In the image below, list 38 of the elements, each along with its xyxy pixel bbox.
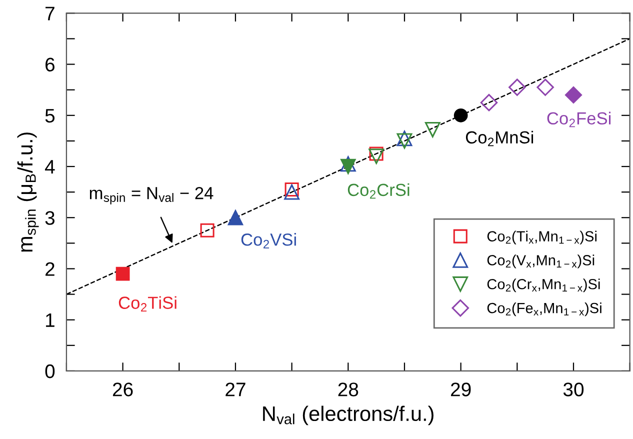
y-tick-label: 5 — [45, 109, 55, 123]
y-tick-label: 2 — [46, 262, 54, 276]
y-tick-label: 4 — [44, 160, 55, 174]
point — [536, 78, 554, 96]
x-tick-label: 28 — [338, 382, 358, 396]
y-tick-label: 3 — [45, 211, 54, 225]
point — [368, 148, 384, 164]
x-tick-label: 26 — [112, 382, 133, 396]
point — [564, 86, 582, 104]
series-label: Co$_{2}$FeSi — [547, 112, 611, 128]
point — [284, 182, 299, 197]
series-label: Co$_{2}$CrSi — [348, 183, 410, 199]
legend-label: Co$_{2}$(V$_{x}$,Mn$_{1−x}$)Si — [487, 254, 594, 268]
point — [116, 266, 130, 281]
point — [284, 184, 300, 200]
legend-label: Co$_{2}$(Ti$_{x}$,Mn$_{1−x}$)Si — [487, 230, 596, 244]
y-tick-label: 6 — [46, 58, 54, 72]
annotation: m$_{spin}$ = N$_{val}$ − 24 — [90, 186, 214, 204]
point — [424, 122, 440, 138]
x-axis-title: N$_{val}$ (electrons/f.u.) — [263, 406, 434, 426]
point — [480, 94, 498, 112]
series-label: Co$_{2}$TiSi — [118, 296, 176, 312]
point — [508, 78, 526, 96]
point — [454, 108, 468, 122]
y-tick-label: 0 — [45, 364, 55, 378]
y-tick-label: 7 — [46, 6, 54, 20]
x-tick-label: 27 — [226, 382, 246, 396]
x-tick-label: 29 — [450, 382, 471, 396]
legend-label: Co$_{2}$(Cr$_{x}$,Mn$_{1−x}$)Si — [487, 278, 600, 292]
point — [200, 223, 214, 238]
point — [228, 210, 244, 226]
x-tick-label: 30 — [563, 382, 584, 396]
legend-label: Co$_{2}$(Fe$_{x}$,Mn$_{1−x}$)Si — [487, 302, 602, 316]
y-tick-label: 1 — [46, 314, 54, 327]
point — [369, 146, 384, 161]
y-axis-title: m$_{spin}$ (μ$_{B}$/f.u.) — [17, 132, 39, 252]
series-label: Co$_{2}$MnSi — [466, 130, 534, 146]
series-label: Co$_{2}$VSi — [241, 233, 296, 248]
